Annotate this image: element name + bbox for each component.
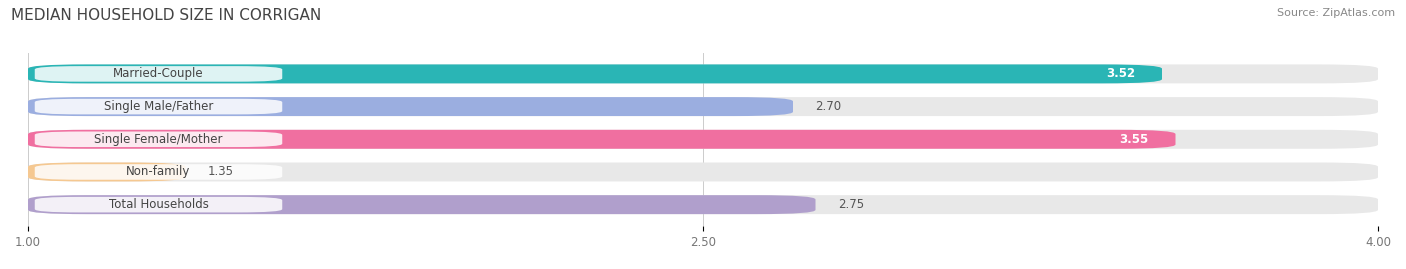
Text: 3.52: 3.52 <box>1107 68 1135 80</box>
FancyBboxPatch shape <box>35 164 283 180</box>
Text: 2.75: 2.75 <box>838 198 865 211</box>
FancyBboxPatch shape <box>35 197 283 213</box>
Text: Non-family: Non-family <box>127 165 191 178</box>
FancyBboxPatch shape <box>35 132 283 147</box>
FancyBboxPatch shape <box>28 97 793 116</box>
FancyBboxPatch shape <box>28 65 1161 83</box>
FancyBboxPatch shape <box>35 99 283 114</box>
FancyBboxPatch shape <box>28 97 1378 116</box>
Text: Single Female/Mother: Single Female/Mother <box>94 133 222 146</box>
FancyBboxPatch shape <box>35 66 283 82</box>
FancyBboxPatch shape <box>28 162 1378 182</box>
FancyBboxPatch shape <box>28 162 186 182</box>
Text: Total Households: Total Households <box>108 198 208 211</box>
Text: 1.35: 1.35 <box>208 165 233 178</box>
FancyBboxPatch shape <box>28 130 1175 149</box>
FancyBboxPatch shape <box>28 195 815 214</box>
Text: Source: ZipAtlas.com: Source: ZipAtlas.com <box>1277 8 1395 18</box>
Text: Single Male/Father: Single Male/Father <box>104 100 214 113</box>
Text: 3.55: 3.55 <box>1119 133 1149 146</box>
FancyBboxPatch shape <box>28 130 1378 149</box>
Text: Married-Couple: Married-Couple <box>114 68 204 80</box>
FancyBboxPatch shape <box>28 65 1378 83</box>
Text: 2.70: 2.70 <box>815 100 842 113</box>
FancyBboxPatch shape <box>28 195 1378 214</box>
Text: MEDIAN HOUSEHOLD SIZE IN CORRIGAN: MEDIAN HOUSEHOLD SIZE IN CORRIGAN <box>11 8 322 23</box>
